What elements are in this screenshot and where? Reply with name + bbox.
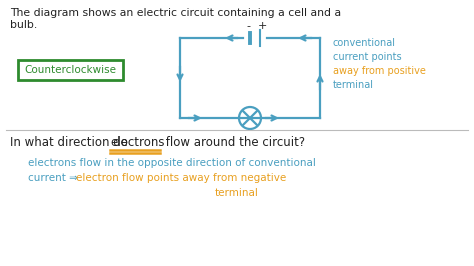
- Text: current ⇒: current ⇒: [28, 173, 81, 183]
- Text: electrons: electrons: [110, 136, 164, 149]
- Text: The diagram shows an electric circuit containing a cell and a: The diagram shows an electric circuit co…: [10, 8, 341, 18]
- Text: current points: current points: [333, 52, 401, 62]
- Text: electrons flow in the opposite direction of conventional: electrons flow in the opposite direction…: [28, 158, 316, 168]
- Text: electron flow points away from negative: electron flow points away from negative: [76, 173, 286, 183]
- Text: -: -: [246, 21, 250, 31]
- Text: In what direction do: In what direction do: [10, 136, 132, 149]
- Text: conventional: conventional: [333, 38, 396, 48]
- Bar: [18, 60, 123, 80]
- Text: away from positive: away from positive: [333, 66, 426, 76]
- Text: terminal: terminal: [215, 188, 259, 198]
- Text: Counterclockwise: Counterclockwise: [25, 65, 117, 75]
- Text: terminal: terminal: [333, 80, 374, 90]
- Text: flow around the circuit?: flow around the circuit?: [162, 136, 305, 149]
- Text: +: +: [257, 21, 267, 31]
- Text: bulb.: bulb.: [10, 20, 37, 30]
